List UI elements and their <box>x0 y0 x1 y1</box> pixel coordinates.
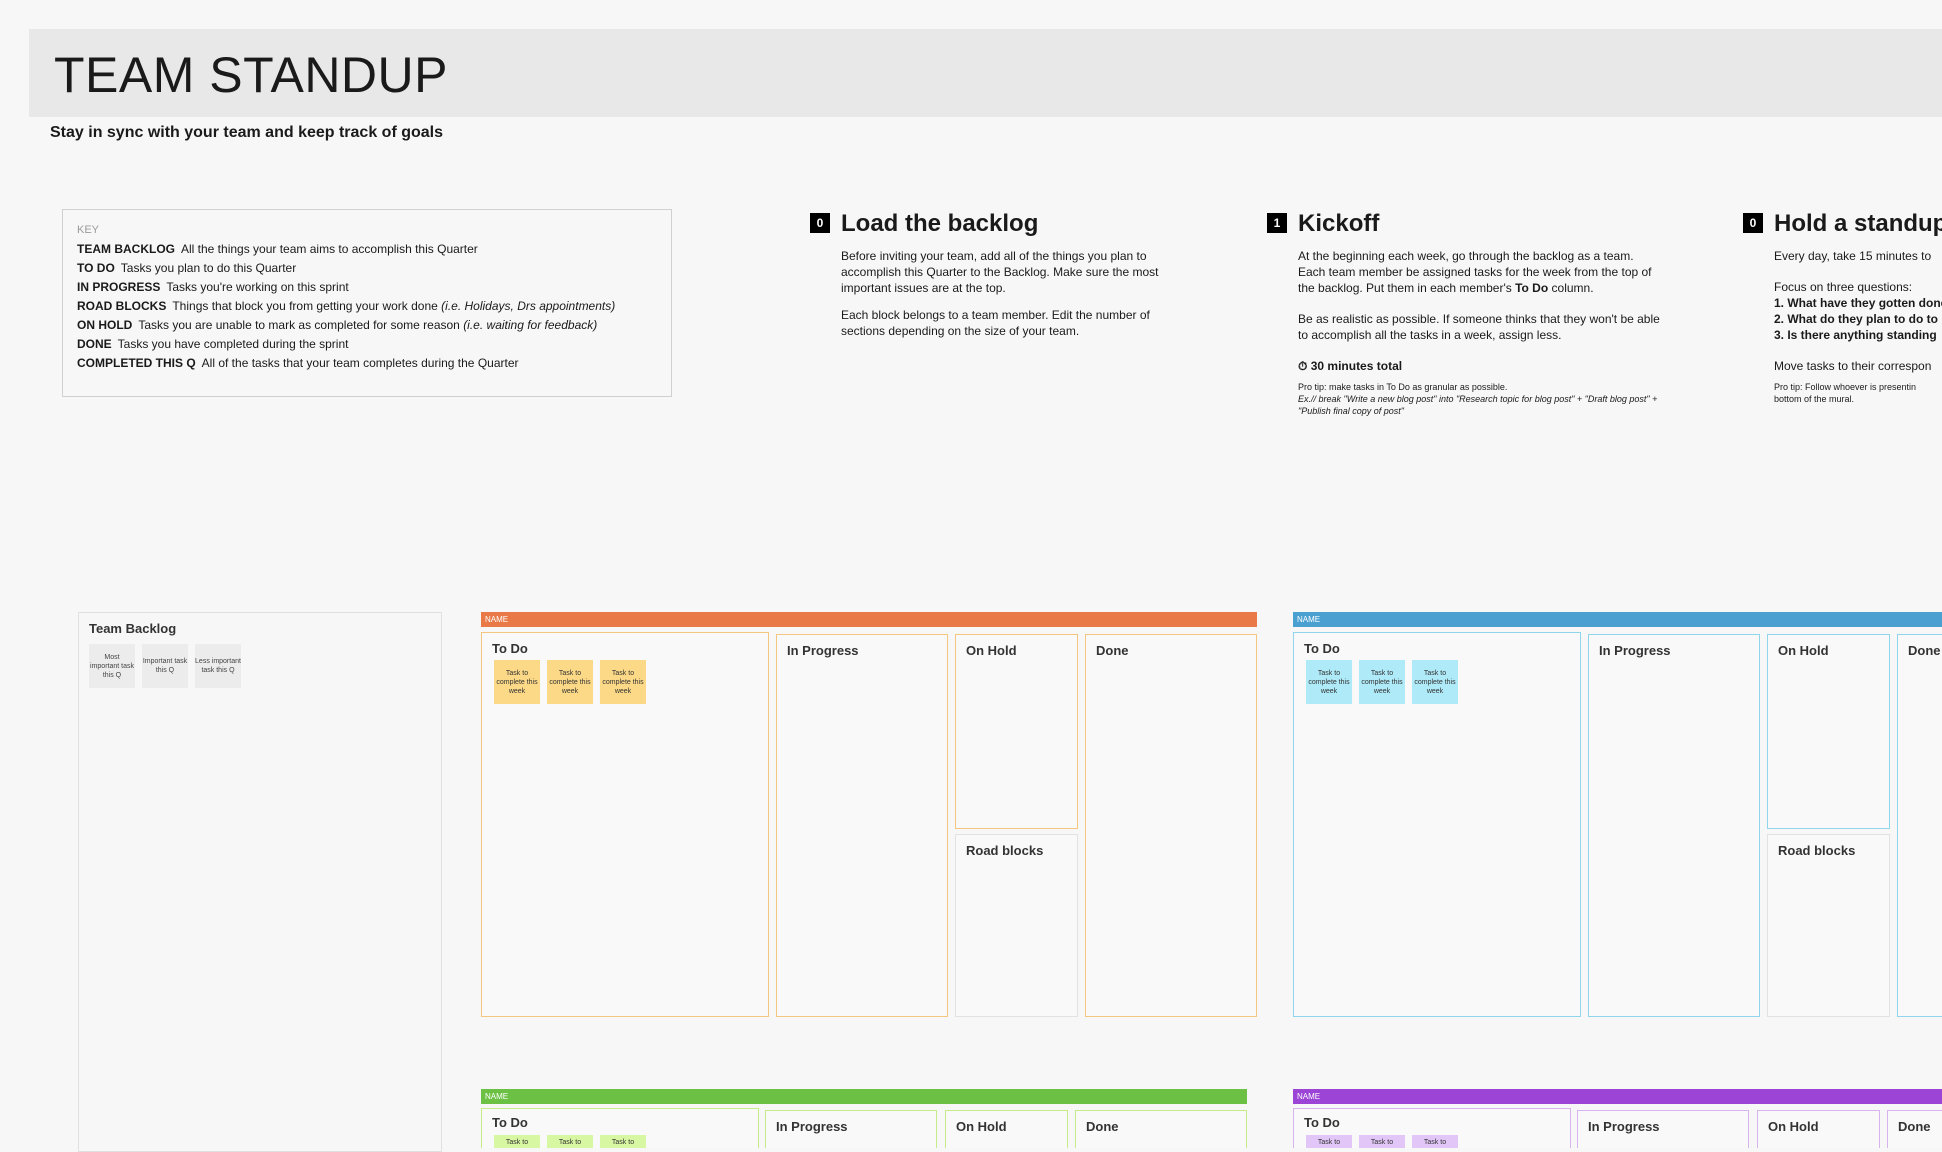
step-title-load: Load the backlog <box>841 210 1039 237</box>
column-label: In Progress <box>1588 1119 1660 1134</box>
task-sticky[interactable]: Task to complete this week <box>1412 660 1458 704</box>
task-sticky[interactable]: Task to <box>600 1135 646 1148</box>
board-name-bar[interactable]: NAME <box>481 612 1257 627</box>
key-row: DONE Tasks you have completed during the … <box>77 337 349 351</box>
page-subtitle: Stay in sync with your team and keep tra… <box>50 124 444 141</box>
step-text: Focus on three questions: <box>1774 280 1913 294</box>
key-row: TEAM BACKLOG All the things your team aim… <box>77 242 478 256</box>
step-badge: 0 <box>810 213 830 233</box>
task-sticky[interactable]: Task to <box>494 1135 540 1148</box>
column-label: Road blocks <box>966 843 1044 858</box>
column-road-blocks[interactable]: Road blocks <box>955 834 1078 1017</box>
task-sticky[interactable]: Task to complete this week <box>547 660 593 704</box>
step-text: Move tasks to their correspon <box>1774 359 1932 373</box>
column-todo[interactable]: To Do Task to complete this week Task to… <box>1293 632 1581 1017</box>
column-label: On Hold <box>1778 643 1829 658</box>
column-in-progress[interactable]: In Progress <box>1577 1110 1749 1148</box>
column-label: In Progress <box>787 643 859 658</box>
board-name-bar[interactable]: NAME <box>1293 612 1942 627</box>
page-title: TEAM STANDUP <box>54 47 448 103</box>
column-road-blocks[interactable]: Road blocks <box>1767 834 1890 1017</box>
column-label: Done <box>1908 643 1941 658</box>
step-text: At the beginning each week, go through t… <box>1298 249 1652 295</box>
column-label: To Do <box>492 641 528 656</box>
column-label: To Do <box>1304 1115 1340 1130</box>
board-name-bar[interactable]: NAME <box>1293 1089 1942 1104</box>
key-row: COMPLETED THIS Q All of the tasks that yo… <box>77 356 519 370</box>
column-on-hold[interactable]: On Hold <box>1757 1110 1880 1148</box>
column-label: Done <box>1898 1119 1931 1134</box>
pro-tip: Pro tip: make tasks in To Do as granular… <box>1298 382 1658 416</box>
step-title-standup: Hold a standup <box>1774 210 1942 237</box>
step-text: Before inviting your team, add all of th… <box>841 249 1159 295</box>
column-label: To Do <box>492 1115 528 1130</box>
task-sticky[interactable]: Task to complete this week <box>494 660 540 704</box>
key-row: TO DO Tasks you plan to do this Quarter <box>77 261 297 275</box>
column-in-progress[interactable]: In Progress <box>765 1110 937 1148</box>
pro-tip: Pro tip: Follow whoever is presentin bot… <box>1774 382 1917 404</box>
key-heading: KEY <box>77 224 100 236</box>
team-backlog-title: Team Backlog <box>89 621 177 636</box>
column-label: On Hold <box>1768 1119 1819 1134</box>
step-badge: 0 <box>1743 213 1763 233</box>
step-text: Each block belongs to a team member. Edi… <box>841 308 1150 338</box>
column-label: Road blocks <box>1778 843 1856 858</box>
column-done[interactable]: Done <box>1897 634 1942 1017</box>
header-banner <box>29 29 1942 117</box>
step-title-kickoff: Kickoff <box>1298 210 1380 237</box>
column-label: In Progress <box>776 1119 848 1134</box>
task-sticky[interactable]: Task to <box>1412 1135 1458 1148</box>
column-on-hold[interactable]: On Hold <box>945 1110 1068 1148</box>
column-in-progress[interactable]: In Progress <box>1588 634 1760 1017</box>
task-sticky[interactable]: Task to <box>1359 1135 1405 1148</box>
column-done[interactable]: Done <box>1887 1110 1942 1148</box>
column-on-hold[interactable]: On Hold <box>1767 634 1890 829</box>
task-sticky[interactable]: Task to <box>1306 1135 1352 1148</box>
column-in-progress[interactable]: In Progress <box>776 634 948 1017</box>
step-text: Be as realistic as possible. If someone … <box>1298 312 1660 342</box>
column-label: Done <box>1096 643 1129 658</box>
column-done[interactable]: Done <box>1085 634 1257 1017</box>
backlog-sticky[interactable]: Most important task this Q <box>89 644 135 688</box>
task-sticky[interactable]: Task to complete this week <box>1359 660 1405 704</box>
backlog-sticky[interactable]: Important task this Q <box>142 644 188 688</box>
timer-icon: ⏱ <box>1298 359 1308 373</box>
key-row: ROAD BLOCKS Things that block you from ge… <box>77 299 616 313</box>
column-label: Done <box>1086 1119 1119 1134</box>
column-done[interactable]: Done <box>1075 1110 1247 1148</box>
column-todo[interactable]: To Do Task to complete this week Task to… <box>481 632 769 1017</box>
key-box[interactable]: KEY TEAM BACKLOG All the things your team… <box>62 209 672 397</box>
task-sticky[interactable]: Task to complete this week <box>600 660 646 704</box>
column-on-hold[interactable]: On Hold <box>955 634 1078 829</box>
team-backlog-area[interactable]: Team Backlog Most important task this Q … <box>78 612 442 1152</box>
key-row: ON HOLD Tasks you are unable to mark as c… <box>77 318 598 332</box>
step-text: Every day, take 15 minutes to <box>1774 249 1932 263</box>
task-sticky[interactable]: Task to complete this week <box>1306 660 1352 704</box>
backlog-sticky[interactable]: Less important task this Q <box>195 644 241 688</box>
step-badge: 1 <box>1267 213 1287 233</box>
key-row: IN PROGRESS Tasks you're working on this … <box>77 280 349 294</box>
timer-label: ⏱ 30 minutes total <box>1298 359 1403 373</box>
column-todo[interactable]: To Do Task to Task to Task to <box>1293 1108 1571 1148</box>
column-label: To Do <box>1304 641 1340 656</box>
column-label: In Progress <box>1599 643 1671 658</box>
task-sticky[interactable]: Task to <box>547 1135 593 1148</box>
column-todo[interactable]: To Do Task to Task to Task to <box>481 1108 759 1148</box>
step-question: 1. What have they gotten done <box>1774 296 1942 310</box>
step-question: 2. What do they plan to do to <box>1774 312 1938 326</box>
board-name-bar[interactable]: NAME <box>481 1089 1247 1104</box>
step-question: 3. Is there anything standing <box>1774 328 1937 342</box>
column-label: On Hold <box>966 643 1017 658</box>
column-label: On Hold <box>956 1119 1007 1134</box>
